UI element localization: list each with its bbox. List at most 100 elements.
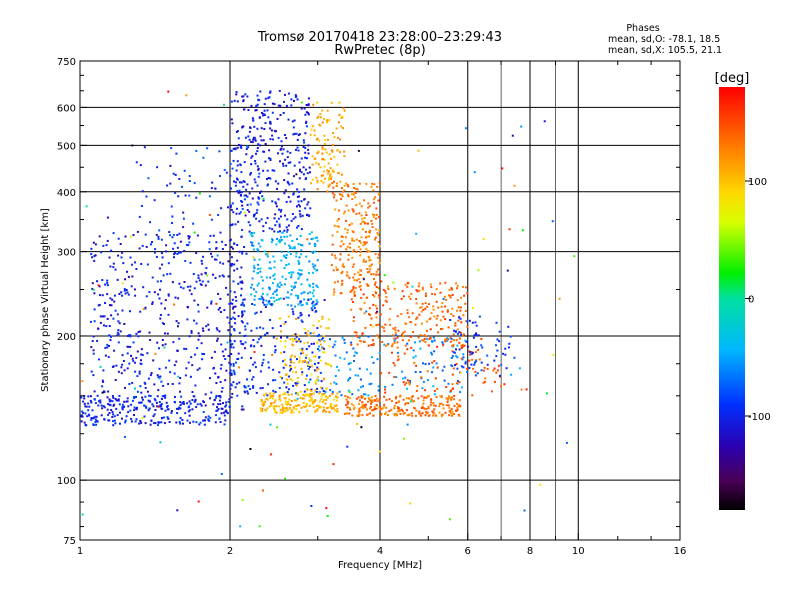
data-point [348, 391, 351, 394]
data-point [296, 138, 299, 141]
data-point [295, 317, 298, 320]
data-point [210, 252, 212, 255]
data-point [460, 357, 463, 360]
data-point [243, 385, 246, 388]
data-point [308, 393, 311, 396]
data-point [482, 238, 485, 241]
data-point [296, 195, 299, 198]
data-point [221, 350, 224, 353]
data-point [395, 401, 398, 404]
data-point [182, 287, 185, 290]
data-point [272, 336, 275, 339]
data-point [237, 191, 240, 194]
data-point [335, 404, 338, 407]
data-point [227, 206, 229, 209]
data-point [106, 239, 109, 242]
data-point [366, 283, 369, 286]
data-point [296, 226, 298, 229]
data-point [316, 378, 319, 381]
data-point [296, 334, 299, 337]
data-point [427, 414, 430, 417]
data-point [258, 197, 261, 200]
data-point [364, 326, 367, 329]
data-point [305, 374, 308, 377]
data-point [355, 188, 358, 190]
data-point [304, 405, 307, 408]
data-point [284, 321, 287, 323]
data-point [119, 330, 122, 333]
data-point [292, 313, 295, 316]
data-point [378, 399, 381, 402]
data-point [466, 345, 469, 348]
data-point [377, 253, 380, 256]
data-point [408, 295, 411, 298]
data-point [426, 305, 429, 308]
data-point [319, 166, 322, 169]
data-point [441, 341, 444, 344]
data-point [219, 381, 222, 383]
data-point [317, 150, 320, 153]
data-point [272, 274, 275, 277]
data-point [432, 305, 435, 308]
data-point [332, 186, 335, 189]
data-point [224, 244, 227, 246]
data-point [483, 380, 486, 383]
data-point [349, 397, 352, 400]
data-point [189, 421, 191, 424]
data-point [240, 181, 243, 184]
data-point [290, 104, 293, 107]
data-point [282, 112, 285, 114]
data-point [259, 298, 262, 301]
data-point [85, 205, 88, 208]
data-point [421, 339, 424, 342]
data-point [260, 344, 263, 347]
data-point [296, 188, 299, 191]
data-point [365, 408, 368, 411]
data-point [409, 336, 412, 338]
data-point [313, 242, 316, 245]
data-point [377, 385, 380, 388]
data-point [316, 327, 319, 330]
data-point [287, 296, 290, 299]
data-point [340, 235, 343, 238]
data-point [449, 340, 452, 343]
data-point [333, 155, 336, 158]
data-point [301, 214, 304, 217]
data-point [326, 190, 329, 193]
data-point [459, 405, 462, 408]
data-point [271, 239, 274, 242]
data-point [249, 172, 252, 174]
data-point [371, 325, 374, 328]
data-point [309, 332, 312, 335]
data-point [269, 138, 272, 141]
data-point [90, 417, 93, 419]
data-point [83, 397, 86, 400]
data-point [363, 301, 366, 304]
data-point [425, 411, 428, 413]
data-point [162, 384, 165, 387]
data-point [388, 318, 391, 321]
data-point [220, 363, 223, 366]
data-point [345, 182, 348, 185]
data-point [419, 371, 422, 373]
data-point [361, 396, 364, 399]
data-point [369, 323, 372, 326]
data-point [404, 403, 407, 406]
data-point [122, 406, 125, 408]
data-point [480, 338, 483, 340]
data-point [333, 254, 336, 257]
data-point [390, 408, 393, 411]
data-point [363, 404, 366, 407]
data-point [164, 366, 167, 369]
data-point [229, 333, 232, 336]
data-point [224, 358, 227, 360]
data-point [273, 260, 276, 263]
data-point [395, 334, 398, 337]
data-point [123, 323, 126, 325]
data-point [148, 331, 151, 334]
data-point [299, 243, 302, 246]
data-point [284, 158, 287, 161]
data-point [230, 264, 233, 267]
data-point [250, 344, 253, 347]
data-point [157, 424, 159, 427]
